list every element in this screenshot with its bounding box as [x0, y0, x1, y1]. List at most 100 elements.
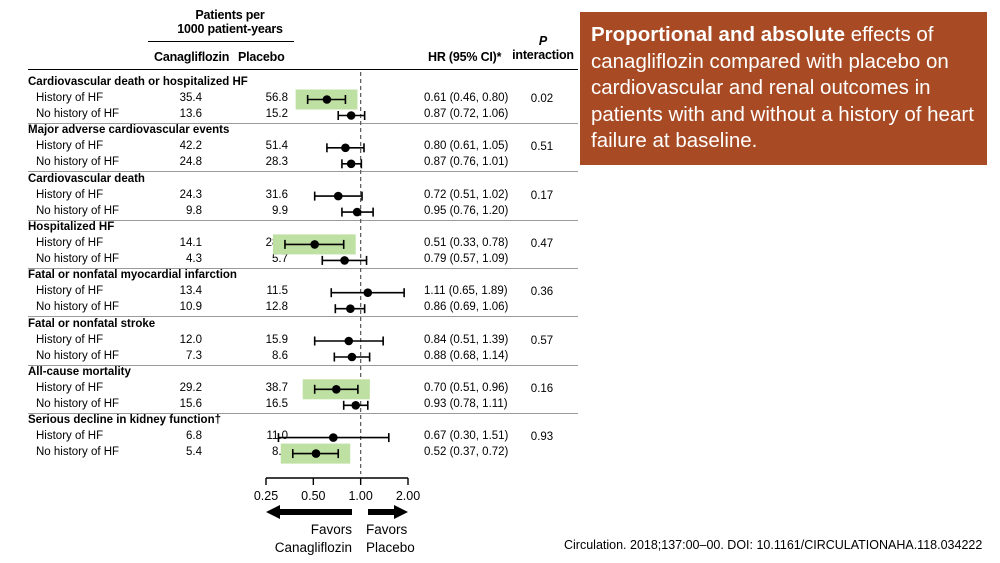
placebo-rate: 5.7	[272, 252, 288, 265]
row-label: History of HF	[36, 236, 104, 249]
cana-rate: 5.4	[186, 446, 202, 459]
hr-ci-text: 1.11 (0.65, 1.89)	[424, 285, 508, 298]
favors-left-line1: Favors	[311, 522, 353, 537]
x-tick-label: 2.00	[396, 489, 420, 503]
placebo-rate: 9.9	[272, 204, 288, 217]
p-interaction: 0.36	[530, 286, 554, 299]
section-title: Hospitalized HF	[28, 220, 115, 233]
cana-rate: 7.3	[186, 349, 202, 362]
col-canagliflozin-header: Canagliflozin	[154, 50, 230, 64]
col-placebo-header: Placebo	[238, 50, 285, 64]
hr-ci-text: 0.61 (0.46, 0.80)	[424, 92, 509, 104]
hr-ci-text: 0.87 (0.76, 1.01)	[424, 156, 509, 169]
placebo-rate: 15.2	[265, 108, 288, 120]
hr-point	[332, 385, 341, 394]
cana-rate: 9.8	[186, 204, 202, 217]
cana-rate: 13.6	[179, 108, 202, 120]
hr-ci-text: 0.70 (0.51, 0.96)	[424, 381, 509, 394]
cana-rate: 6.8	[186, 430, 202, 443]
placebo-rate: 31.6	[265, 188, 288, 201]
hr-point	[333, 191, 343, 201]
favors-left-line2: Canagliflozin	[275, 540, 352, 555]
cana-rate: 24.8	[179, 156, 202, 169]
hr-ci-text: 0.72 (0.51, 1.02)	[424, 188, 509, 201]
hr-point	[346, 304, 355, 314]
summary-callout: Proportional and absolute effects of can…	[580, 12, 987, 165]
section-divider	[28, 219, 578, 221]
cana-rate: 35.4	[179, 92, 202, 104]
hr-point	[363, 288, 373, 298]
section-title: Serious decline in kidney function†	[28, 414, 221, 427]
favors-right-line2: Placebo	[366, 540, 415, 555]
citation: Circulation. 2018;137:00–00. DOI: 10.116…	[564, 538, 983, 552]
row-label: No history of HF	[36, 156, 120, 169]
placebo-rate: 16.5	[265, 397, 288, 410]
hr-ci-text: 0.80 (0.61, 1.05)	[424, 140, 509, 153]
row-label: History of HF	[36, 92, 104, 104]
hr-ci-text: 0.95 (0.76, 1.20)	[424, 204, 509, 217]
p-interaction: 0.51	[530, 141, 554, 154]
hr-point	[310, 240, 319, 249]
col-p-header-line1: P	[538, 34, 548, 48]
cana-rate: 10.9	[179, 301, 202, 314]
hr-ci-text: 0.79 (0.57, 1.09)	[424, 252, 509, 265]
cana-rate: 4.3	[186, 252, 202, 265]
cana-rate: 12.0	[179, 333, 202, 346]
section-divider	[28, 412, 578, 414]
hr-ci-text: 0.87 (0.72, 1.06)	[424, 108, 509, 120]
section-title: Major adverse cardiovascular events	[28, 124, 230, 137]
col-hr-header: HR (95% CI)*	[428, 50, 502, 64]
callout-text: Proportional and absolute effects of can…	[591, 22, 983, 155]
hr-point	[346, 111, 356, 120]
section-title: Fatal or nonfatal myocardial infarction	[28, 269, 237, 282]
row-label: History of HF	[36, 381, 104, 394]
p-interaction: 0.17	[530, 189, 554, 202]
row-label: No history of HF	[36, 108, 120, 120]
hr-point	[352, 207, 362, 217]
p-interaction: 0.16	[530, 382, 554, 395]
hr-ci-text: 0.52 (0.37, 0.72)	[424, 446, 509, 459]
hr-point	[329, 433, 338, 442]
section-title: Fatal or nonfatal stroke	[28, 317, 156, 330]
p-interaction: 0.93	[530, 431, 554, 444]
row-label: History of HF	[36, 333, 104, 346]
col-p-header: P interaction	[508, 34, 578, 62]
patients-header-line2: 1000 patient-years	[177, 22, 283, 36]
patients-header-rule	[148, 41, 294, 42]
hr-ci-text: 0.84 (0.51, 1.39)	[424, 333, 509, 346]
favors-canagliflozin-arrow	[266, 505, 352, 519]
section-divider	[28, 171, 578, 173]
favors-placebo-arrow	[368, 505, 408, 519]
row-label: No history of HF	[36, 446, 120, 459]
placebo-rate: 51.4	[265, 140, 288, 153]
section-divider	[28, 316, 578, 318]
section-title: All-cause mortality	[28, 365, 131, 378]
hr-ci-text: 0.93 (0.78, 1.11)	[424, 397, 508, 410]
section-title: Cardiovascular death or hospitalized HF	[28, 76, 248, 88]
placebo-rate: 56.8	[265, 92, 288, 104]
placebo-rate: 8.6	[272, 349, 288, 362]
p-interaction: 0.57	[530, 334, 554, 347]
cana-rate: 24.3	[179, 188, 202, 201]
row-label: History of HF	[36, 285, 104, 298]
hr-ci-text: 0.88 (0.68, 1.14)	[424, 349, 509, 362]
hr-point	[341, 143, 350, 153]
header-rule	[28, 69, 578, 70]
section-divider	[28, 123, 578, 124]
hr-ci-text: 0.86 (0.69, 1.06)	[424, 301, 509, 314]
hr-point	[311, 449, 321, 458]
row-label: No history of HF	[36, 204, 120, 217]
x-tick-label: 0.25	[254, 489, 278, 503]
x-tick-label: 0.50	[301, 489, 325, 503]
patients-header: Patients per 1000 patient-years	[160, 8, 300, 36]
patients-header-line1: Patients per	[195, 8, 265, 22]
callout-body: effects of canagliflozin compared with p…	[591, 23, 974, 152]
placebo-rate: 28.3	[265, 156, 288, 169]
favors-right-line1: Favors	[366, 522, 408, 537]
section-title: Cardiovascular death	[28, 172, 145, 185]
hr-ci-text: 0.67 (0.30, 1.51)	[424, 430, 509, 443]
placebo-rate: 11.5	[266, 285, 288, 298]
cana-rate: 14.1	[179, 236, 202, 249]
hr-point	[346, 159, 356, 169]
